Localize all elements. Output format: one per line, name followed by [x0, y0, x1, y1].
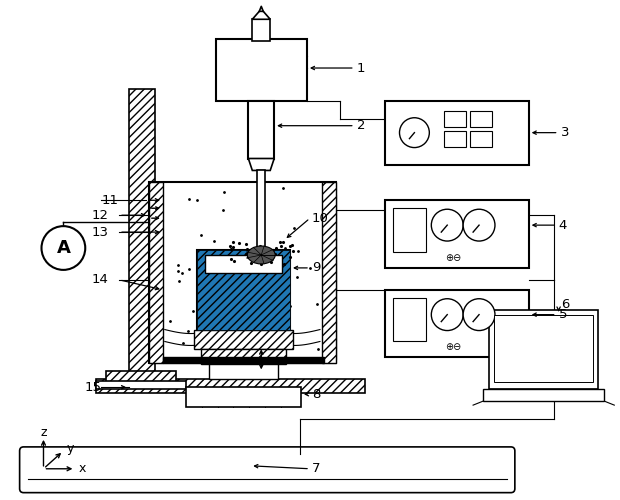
Bar — [470, 130, 492, 146]
Bar — [197, 250, 290, 330]
Bar — [445, 111, 466, 126]
Text: z: z — [40, 426, 46, 440]
Text: 11: 11 — [101, 194, 118, 207]
Text: 10: 10 — [312, 212, 329, 224]
Bar — [149, 182, 336, 364]
Bar — [257, 170, 265, 250]
Circle shape — [432, 209, 463, 241]
Text: 9: 9 — [312, 262, 321, 274]
Text: 13: 13 — [91, 226, 108, 238]
Bar — [384, 101, 529, 166]
Bar — [249, 101, 274, 158]
Bar — [96, 380, 365, 393]
Bar — [470, 111, 492, 126]
Text: 2: 2 — [356, 119, 365, 132]
Bar — [197, 250, 290, 330]
Text: x: x — [78, 462, 86, 475]
Bar — [216, 39, 307, 101]
Circle shape — [42, 226, 86, 270]
Bar — [208, 364, 278, 380]
Text: ⊕⊖: ⊕⊖ — [445, 342, 461, 352]
Text: 3: 3 — [560, 126, 569, 139]
Text: A: A — [56, 239, 70, 257]
Bar — [186, 387, 301, 407]
Text: 1: 1 — [356, 62, 365, 74]
Text: 8: 8 — [312, 388, 321, 400]
Polygon shape — [249, 158, 274, 170]
Circle shape — [399, 118, 429, 148]
Bar — [483, 389, 604, 401]
Ellipse shape — [247, 246, 275, 264]
Bar — [205, 255, 282, 273]
Text: 7: 7 — [312, 462, 321, 475]
Bar — [392, 298, 427, 342]
FancyBboxPatch shape — [20, 447, 515, 492]
Text: 5: 5 — [559, 308, 567, 321]
Bar — [96, 382, 186, 389]
Bar — [106, 372, 175, 384]
Text: y: y — [66, 442, 74, 456]
Text: 6: 6 — [562, 298, 570, 311]
Circle shape — [463, 209, 495, 241]
Bar — [201, 350, 286, 364]
Text: 4: 4 — [559, 218, 567, 232]
Bar — [163, 358, 324, 364]
Text: 14: 14 — [91, 274, 108, 286]
Bar — [384, 290, 529, 358]
Text: 15: 15 — [84, 380, 101, 394]
Bar — [494, 314, 593, 382]
Bar — [489, 310, 598, 389]
Bar — [445, 130, 466, 146]
Text: ⊕⊖: ⊕⊖ — [445, 253, 461, 263]
Bar — [129, 89, 155, 380]
Bar — [149, 182, 163, 364]
Text: 12: 12 — [91, 208, 108, 222]
Bar — [392, 208, 427, 252]
Circle shape — [463, 298, 495, 330]
Bar — [384, 200, 529, 268]
Circle shape — [432, 298, 463, 330]
Polygon shape — [252, 12, 270, 20]
Bar — [252, 20, 270, 41]
Bar — [193, 330, 293, 349]
Bar — [322, 182, 336, 364]
